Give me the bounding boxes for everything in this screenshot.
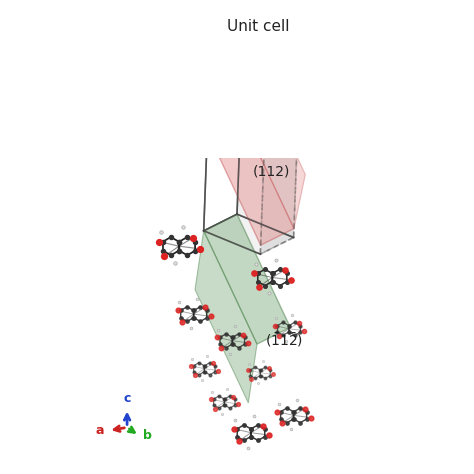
Polygon shape (241, 61, 305, 228)
Polygon shape (204, 214, 293, 254)
Polygon shape (237, 34, 301, 237)
Text: $(\bar{1}1\bar{2})$: $(\bar{1}1\bar{2})$ (265, 331, 303, 348)
Text: Unit cell: Unit cell (228, 19, 290, 34)
Text: a: a (96, 424, 104, 437)
Text: c: c (123, 392, 131, 405)
Text: (112): (112) (253, 164, 290, 178)
Polygon shape (260, 58, 301, 254)
Polygon shape (207, 115, 294, 245)
Polygon shape (204, 214, 290, 344)
Text: b: b (143, 429, 151, 442)
Polygon shape (195, 231, 257, 403)
